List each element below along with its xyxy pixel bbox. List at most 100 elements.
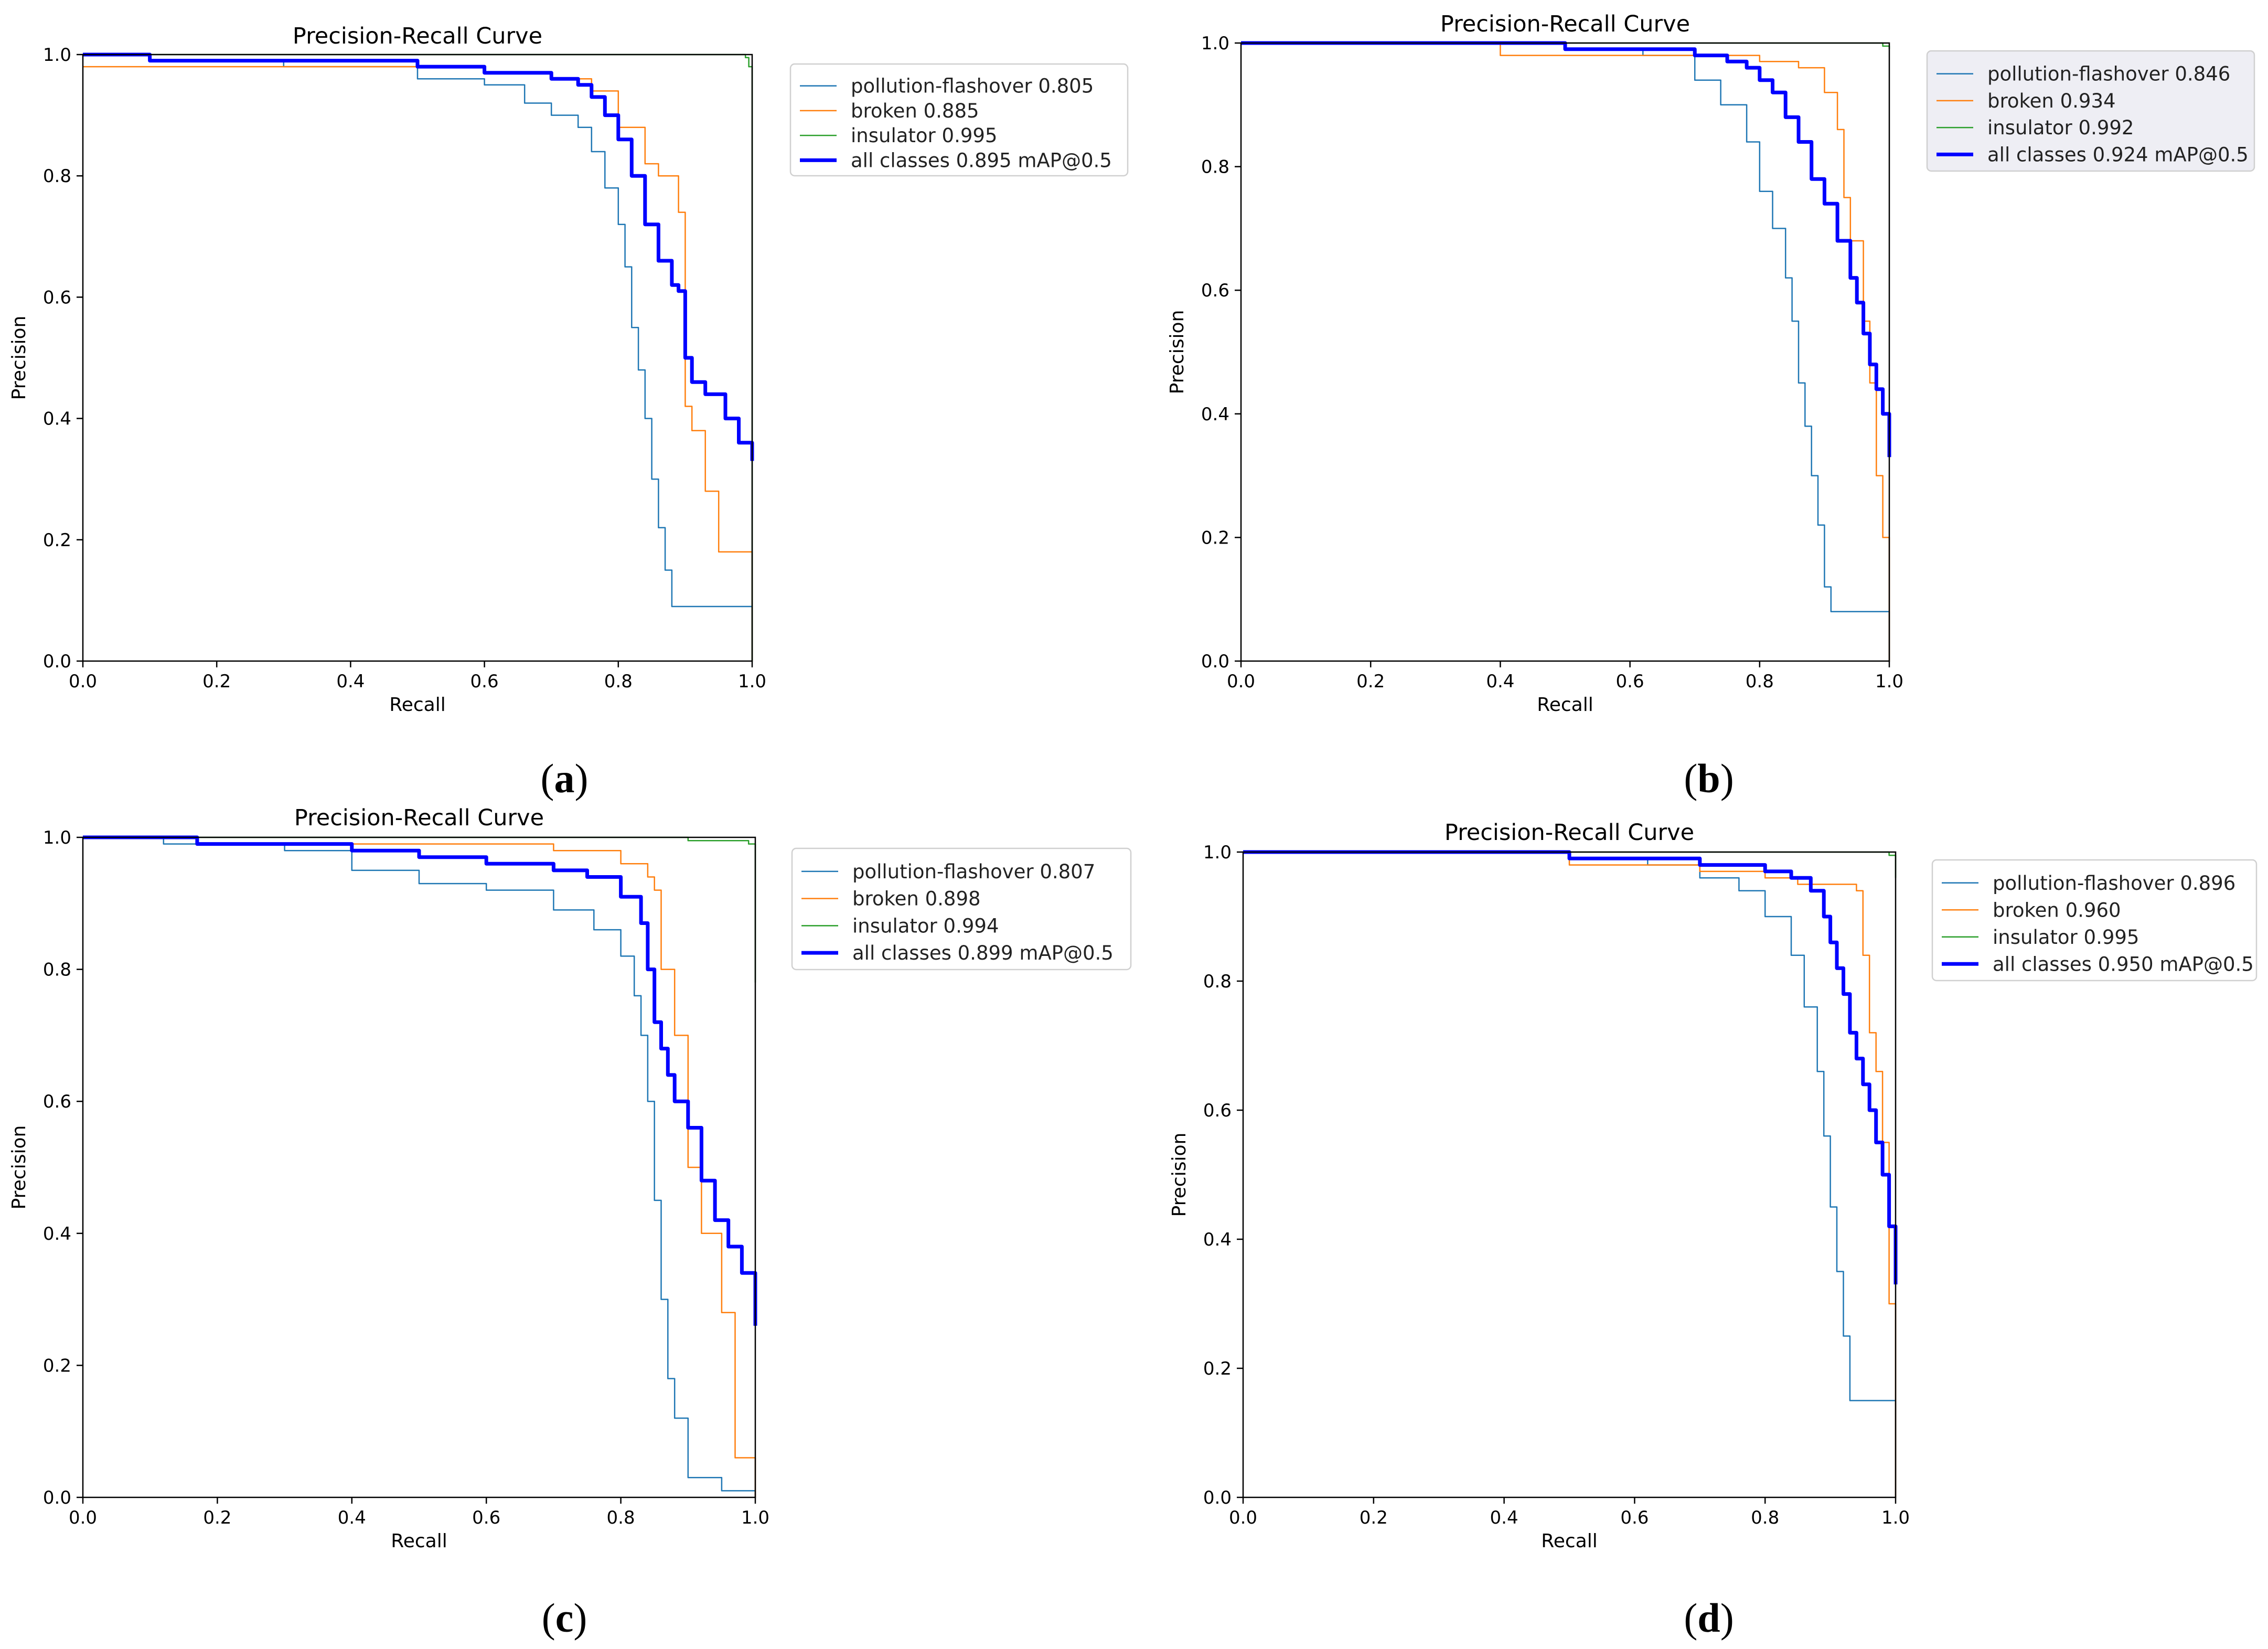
legend: pollution-flashover 0.807 broken 0.898 ins… <box>791 847 1132 971</box>
x-tick-label: 1.0 <box>1875 671 1903 692</box>
y-tick-label: 1.0 <box>1203 842 1232 863</box>
x-axis-label: Recall <box>1537 694 1593 716</box>
legend-box <box>791 847 1132 971</box>
caption-close-paren: ) <box>1720 756 1734 801</box>
x-tick-label: 0.8 <box>1746 671 1774 692</box>
x-tick-label: 0.6 <box>472 1507 500 1528</box>
y-tick-label: 1.0 <box>43 827 71 848</box>
series-group <box>83 835 757 1497</box>
x-tick-label: 0.0 <box>69 671 97 692</box>
y-axis-label: Precision <box>1167 310 1188 395</box>
legend-label-broken: broken 0.898 <box>852 888 981 910</box>
legend-label-insulator: insulator 0.995 <box>851 124 997 147</box>
y-tick-label: 0.0 <box>1203 1487 1232 1508</box>
y-tick-label: 0.8 <box>1203 971 1232 992</box>
x-tick-label: 0.2 <box>202 671 231 692</box>
series-line-insulator <box>83 836 756 983</box>
x-tick-label: 0.0 <box>1227 671 1255 692</box>
y-tick-label: 0.0 <box>43 651 71 672</box>
caption-letter: b <box>1697 756 1720 801</box>
series-line-pollution-flashover <box>83 836 756 1497</box>
caption-close-paren: ) <box>575 756 589 801</box>
legend-label-broken: broken 0.934 <box>1987 90 2116 112</box>
panel-caption: (a) <box>541 756 589 801</box>
caption-letter: c <box>555 1595 574 1641</box>
chart-panel-d: 0.00.0 0.2 0.2 0.4 0.4 0.6 0.6 0.8 0.8 1.0 1.0 Prec… <box>1169 820 2258 1641</box>
series-group <box>1243 850 1898 1497</box>
y-tick-label: 0.0 <box>43 1487 71 1508</box>
y-tick-label: 0.0 <box>1201 651 1229 672</box>
chart-panel-b: 0.00.0 0.2 0.2 0.4 0.4 0.6 0.6 0.8 0.8 1.0 1.0 Prec… <box>1167 11 2255 801</box>
chart-title: Precision-Recall Curve <box>1440 11 1690 37</box>
caption-letter: d <box>1697 1595 1720 1641</box>
x-tick-label: 0.0 <box>1229 1507 1257 1528</box>
legend-label-pollution-flashover: pollution-flashover 0.846 <box>1987 63 2230 86</box>
y-tick-label: 0.6 <box>43 287 71 308</box>
legend-label-insulator: insulator 0.992 <box>1987 116 2134 139</box>
legend-label-pollution-flashover: pollution-flashover 0.807 <box>852 860 1095 883</box>
chart-title: Precision-Recall Curve <box>1445 820 1694 846</box>
y-tick-label: 1.0 <box>43 45 71 66</box>
legend-box <box>1926 50 2255 172</box>
legend-label-insulator: insulator 0.995 <box>1993 926 2139 949</box>
y-tick-label: 1.0 <box>1201 33 1229 54</box>
legend-label-broken: broken 0.960 <box>1993 899 2121 921</box>
y-tick-label: 0.6 <box>43 1091 71 1112</box>
axes-frame <box>1242 851 1897 1498</box>
series-line-broken <box>1241 42 1890 661</box>
x-tick-label: 1.0 <box>738 671 766 692</box>
legend-box <box>789 63 1129 177</box>
series-line-all-classes <box>1241 41 1891 458</box>
caption-open-paren: ( <box>542 1595 555 1641</box>
series-line-pollution-flashover <box>83 54 753 661</box>
y-tick-label: 0.6 <box>1203 1100 1232 1121</box>
x-axis-label: Recall <box>1541 1530 1597 1552</box>
chart-title: Precision-Recall Curve <box>293 23 542 49</box>
legend-label-pollution-flashover: pollution-flashover 0.805 <box>851 75 1094 98</box>
y-tick-label: 0.2 <box>1203 1358 1232 1379</box>
y-tick-label: 0.8 <box>1201 157 1229 178</box>
series-group <box>1241 41 1891 661</box>
y-tick-label: 0.6 <box>1201 280 1229 301</box>
x-tick-label: 1.0 <box>741 1507 769 1528</box>
caption-open-paren: ( <box>541 756 554 801</box>
x-tick-label: 0.8 <box>604 671 633 692</box>
y-axis-label: Precision <box>8 316 30 400</box>
x-tick-label: 0.2 <box>203 1507 231 1528</box>
series-line-broken <box>1243 851 1897 1497</box>
legend-label-all-classes: all classes 0.895 mAP@0.5 <box>851 149 1112 172</box>
series-line-insulator <box>83 54 753 661</box>
caption-letter: a <box>554 756 575 801</box>
y-tick-label: 0.2 <box>43 1355 71 1376</box>
chart-panel-a: 0.00.0 0.2 0.2 0.4 0.4 0.6 0.6 0.8 0.8 1.0 1.0 Prec… <box>8 23 1129 801</box>
x-tick-label: 0.0 <box>69 1507 97 1528</box>
legend-label-all-classes: all classes 0.950 mAP@0.5 <box>1993 953 2254 975</box>
x-tick-label: 0.4 <box>336 671 365 692</box>
x-tick-label: 0.4 <box>1490 1507 1518 1528</box>
legend: pollution-flashover 0.846 broken 0.934 ins… <box>1926 50 2255 172</box>
legend-label-all-classes: all classes 0.899 mAP@0.5 <box>852 942 1114 964</box>
series-line-broken <box>83 836 756 1497</box>
axes-frame <box>82 836 756 1498</box>
x-axis-label: Recall <box>389 694 445 716</box>
panel-caption: (c) <box>542 1595 587 1641</box>
y-tick-label: 0.2 <box>1201 527 1229 548</box>
x-tick-label: 0.4 <box>338 1507 366 1528</box>
chart-panel-c: 0.00.0 0.2 0.2 0.4 0.4 0.6 0.6 0.8 0.8 1.0 1.0 Prec… <box>8 805 1132 1641</box>
x-tick-label: 0.8 <box>607 1507 635 1528</box>
y-tick-label: 0.2 <box>43 530 71 551</box>
y-tick-label: 0.4 <box>43 409 71 430</box>
legend-label-insulator: insulator 0.994 <box>852 914 999 937</box>
x-tick-label: 0.4 <box>1486 671 1514 692</box>
series-group <box>83 52 754 661</box>
x-tick-label: 0.8 <box>1751 1507 1779 1528</box>
x-tick-label: 0.2 <box>1360 1507 1388 1528</box>
legend-label-pollution-flashover: pollution-flashover 0.896 <box>1993 872 2235 895</box>
y-tick-label: 0.8 <box>43 166 71 187</box>
axes-frame <box>82 54 753 662</box>
panel-caption: (b) <box>1684 756 1734 801</box>
x-tick-label: 0.6 <box>1616 671 1644 692</box>
y-tick-label: 0.4 <box>1201 404 1229 425</box>
